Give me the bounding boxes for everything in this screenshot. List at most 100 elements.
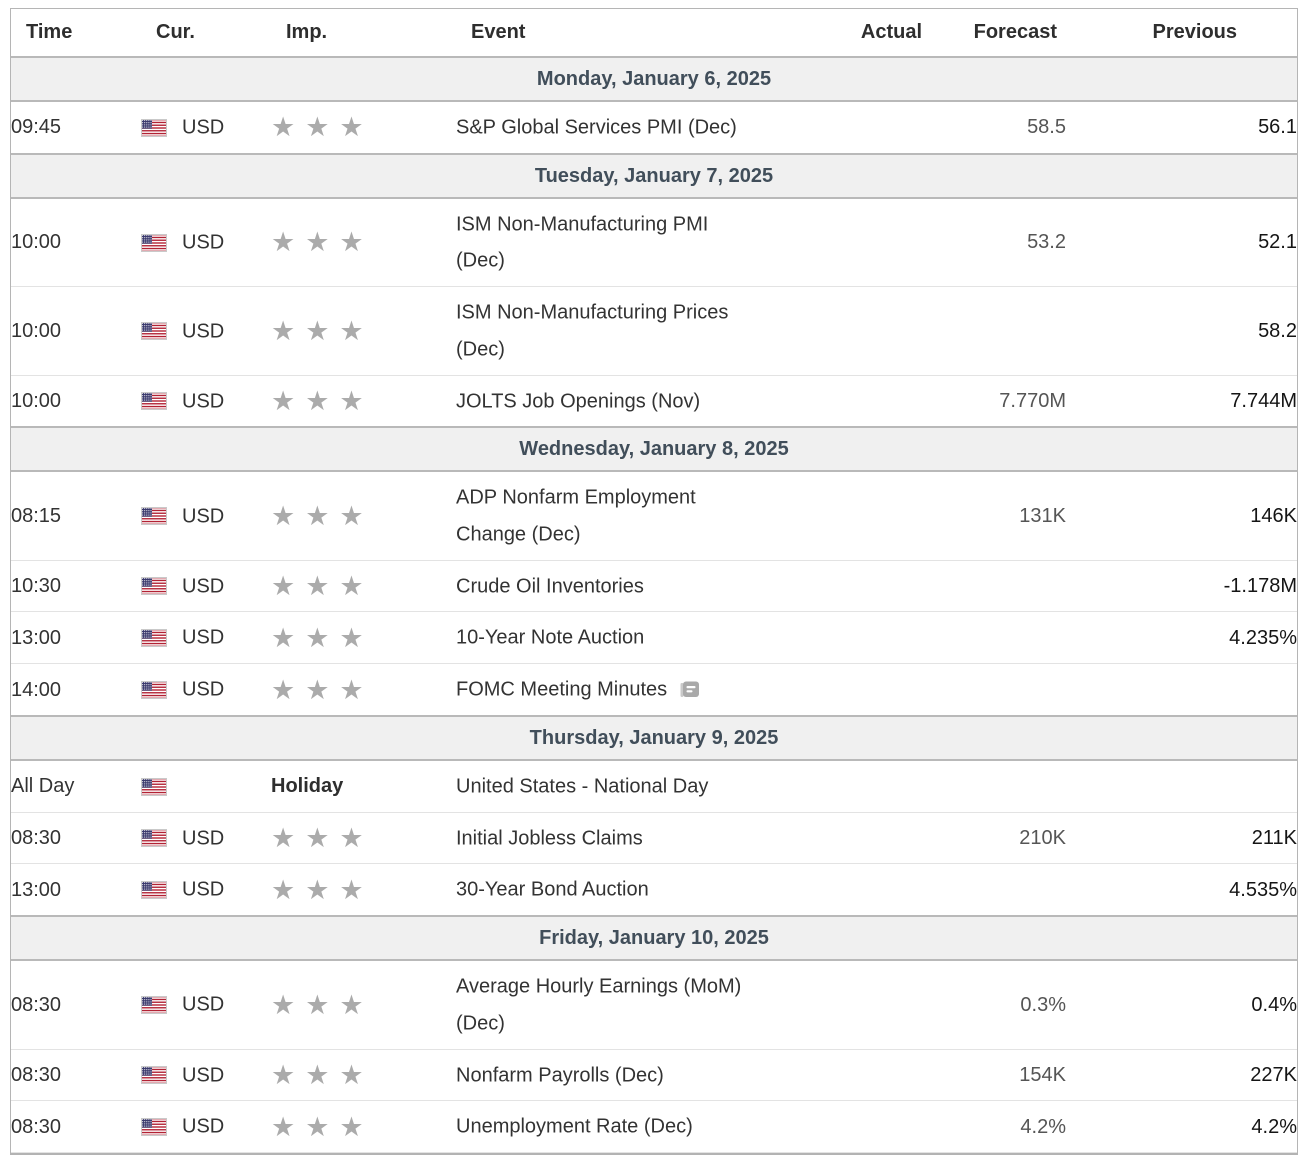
us-flag-icon — [141, 118, 167, 137]
day-header-row: Friday, January 10, 2025 — [11, 915, 1297, 962]
event-time: 10:00 — [11, 197, 141, 288]
event-time: 08:30 — [11, 960, 141, 1050]
currency-label: USD — [182, 320, 225, 343]
actual-value — [831, 375, 931, 428]
event-link[interactable]: ADP Nonfarm Employment Change (Dec) — [456, 487, 696, 546]
us-flag-icon — [141, 881, 167, 900]
forecast-value — [931, 286, 1066, 376]
day-header-row: Monday, January 6, 2025 — [11, 56, 1297, 102]
us-flag-icon — [141, 996, 167, 1015]
actual-value — [831, 471, 931, 561]
actual-value — [831, 611, 931, 665]
event-row[interactable]: 13:00 USD ★★★ 10-Year Note Auction 4.235% — [11, 611, 1297, 665]
event-row[interactable]: All Day Holiday United States - National … — [11, 759, 1297, 813]
event-row[interactable]: 10:00 USD ★★★ JOLTS Job Openings (Nov) 7.77… — [11, 375, 1297, 428]
importance-stars-icon: ★★★ — [271, 112, 374, 143]
previous-value: 0.4% — [1066, 960, 1297, 1050]
importance-stars-icon: ★★★ — [271, 501, 374, 532]
previous-value: 4.2% — [1066, 1100, 1297, 1153]
us-flag-icon — [141, 577, 167, 596]
event-row[interactable]: 10:00 USD ★★★ ISM Non-Manufacturing Prices… — [11, 286, 1297, 376]
event-link[interactable]: United States - National Day — [456, 775, 709, 798]
event-link[interactable]: ISM Non-Manufacturing Prices (Dec) — [456, 301, 729, 361]
previous-value: 7.744M — [1066, 375, 1297, 428]
event-row[interactable]: 08:30 USD ★★★ Initial Jobless Claims 210K 21… — [11, 812, 1297, 865]
importance-stars-icon: ★★★ — [271, 674, 374, 705]
us-flag-icon — [141, 1117, 167, 1136]
us-flag-icon — [141, 829, 167, 848]
event-link[interactable]: ISM Non-Manufacturing PMI (Dec) — [456, 213, 709, 273]
importance-stars-icon: ★★★ — [271, 227, 374, 258]
day-header-label: Thursday, January 9, 2025 — [11, 714, 1297, 761]
previous-value — [1066, 759, 1297, 813]
event-link[interactable]: JOLTS Job Openings (Nov) — [456, 390, 701, 413]
column-header-event: Event — [471, 21, 526, 43]
currency-label: USD — [182, 627, 225, 650]
event-time: All Day — [11, 759, 141, 813]
event-time: 13:00 — [11, 863, 141, 917]
currency-label: USD — [182, 1115, 225, 1138]
column-header-currency: Cur. — [156, 21, 195, 43]
report-minutes-icon[interactable] — [679, 680, 700, 700]
previous-value: 211K — [1066, 812, 1297, 865]
currency-label: USD — [182, 994, 225, 1017]
importance-stars-icon: ★★★ — [271, 1111, 374, 1142]
event-link[interactable]: Crude Oil Inventories — [456, 575, 644, 598]
event-link[interactable]: 30-Year Bond Auction — [456, 879, 649, 902]
event-time: 08:30 — [11, 1100, 141, 1153]
event-row[interactable]: 13:00 USD ★★★ 30-Year Bond Auction 4.535% — [11, 863, 1297, 917]
event-row[interactable]: 09:45 USD ★★★ S&P Global Services PMI (Dec… — [11, 101, 1297, 155]
event-link[interactable]: Unemployment Rate (Dec) — [456, 1115, 693, 1138]
forecast-value — [931, 560, 1066, 613]
event-row[interactable]: 08:30 USD ★★★ Average Hourly Earnings (MoM… — [11, 960, 1297, 1050]
actual-value — [831, 1100, 931, 1153]
importance-stars-icon: ★★★ — [271, 316, 374, 347]
event-row[interactable]: 14:00 USD ★★★ FOMC Meeting Minutes — [11, 663, 1297, 717]
event-row[interactable]: 08:15 USD ★★★ ADP Nonfarm Employment Chang… — [11, 471, 1297, 561]
importance-stars-icon: ★★★ — [271, 1060, 374, 1091]
forecast-value: 58.5 — [931, 101, 1066, 155]
day-header-label: Wednesday, January 8, 2025 — [11, 426, 1297, 473]
currency-label: USD — [182, 231, 225, 254]
importance-stars-icon: ★★★ — [271, 386, 374, 417]
event-link[interactable]: 10-Year Note Auction — [456, 627, 645, 650]
us-flag-icon — [141, 629, 167, 648]
importance-stars-icon: ★★★ — [271, 571, 374, 602]
column-header-importance: Imp. — [286, 21, 328, 43]
event-link[interactable]: S&P Global Services PMI (Dec) — [456, 116, 737, 139]
event-link[interactable]: Nonfarm Payrolls (Dec) — [456, 1064, 664, 1087]
us-flag-icon — [141, 1066, 167, 1085]
economic-calendar: Time Cur. Imp. Event Actual Forecast Pre… — [10, 8, 1298, 1155]
forecast-value — [931, 611, 1066, 665]
forecast-value: 4.2% — [931, 1100, 1066, 1153]
currency-label: USD — [182, 678, 225, 701]
day-header-label: Tuesday, January 7, 2025 — [11, 152, 1297, 199]
event-link[interactable]: Initial Jobless Claims — [456, 827, 643, 850]
forecast-value: 210K — [931, 812, 1066, 865]
previous-value: 52.1 — [1066, 197, 1297, 288]
event-row[interactable]: 10:30 USD ★★★ Crude Oil Inventories -1.178M — [11, 560, 1297, 613]
actual-value — [831, 663, 931, 717]
actual-value — [831, 812, 931, 865]
event-row[interactable]: 08:30 USD ★★★ Unemployment Rate (Dec) 4.2% 4… — [11, 1100, 1297, 1153]
column-header-time: Time — [26, 21, 73, 43]
currency-label: USD — [182, 827, 225, 850]
forecast-value — [931, 663, 1066, 717]
previous-value — [1066, 663, 1297, 717]
currency-label: USD — [182, 575, 225, 598]
importance-stars-icon: ★★★ — [271, 990, 374, 1020]
economic-calendar-table: Time Cur. Imp. Event Actual Forecast Pre… — [11, 9, 1297, 1153]
column-header-previous: Previous — [1152, 21, 1237, 43]
event-time: 08:15 — [11, 471, 141, 561]
event-row[interactable]: 08:30 USD ★★★ Nonfarm Payrolls (Dec) 154K 22… — [11, 1049, 1297, 1102]
event-link[interactable]: Average Hourly Earnings (MoM) (Dec) — [456, 975, 742, 1035]
forecast-value — [931, 863, 1066, 917]
previous-value: 56.1 — [1066, 101, 1297, 155]
event-link[interactable]: FOMC Meeting Minutes — [456, 678, 668, 701]
event-time: 09:45 — [11, 101, 141, 155]
day-header-label: Friday, January 10, 2025 — [11, 915, 1297, 962]
event-time: 08:30 — [11, 1049, 141, 1102]
event-row[interactable]: 10:00 USD ★★★ ISM Non-Manufacturing PMI (D… — [11, 197, 1297, 288]
day-header-row: Wednesday, January 8, 2025 — [11, 426, 1297, 473]
actual-value — [831, 101, 931, 155]
